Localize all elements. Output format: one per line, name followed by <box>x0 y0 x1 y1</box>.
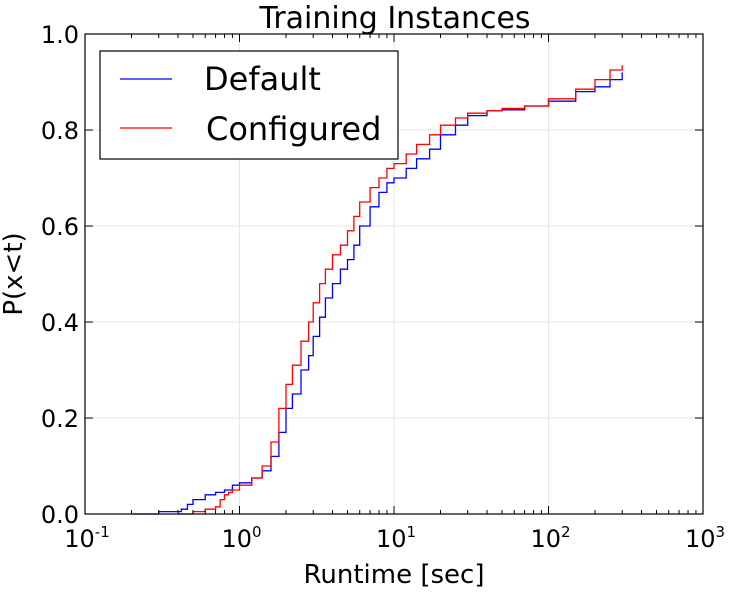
legend: Default Configured <box>99 50 399 160</box>
y-tick-label: 0.8 <box>41 117 79 145</box>
series-line-configured <box>178 65 623 515</box>
ticks: 0.0 0.2 0.4 0.6 0.8 1.0 10-1 100 101 102 103 <box>41 21 725 553</box>
y-tick-label: 0.2 <box>41 405 79 433</box>
series-group <box>131 65 623 515</box>
y-tick-label: 0.6 <box>41 213 79 241</box>
chart-title: Training Instances <box>258 1 530 36</box>
y-axis-label: P(x<t) <box>0 232 29 315</box>
x-tick-label: 102 <box>530 523 570 553</box>
y-tick-label: 1.0 <box>41 21 79 49</box>
x-tick-label: 103 <box>685 523 725 553</box>
legend-box <box>99 50 399 160</box>
x-tick-label: 10-1 <box>64 523 110 553</box>
y-tick-label: 0.0 <box>41 501 79 529</box>
legend-label-configured: Configured <box>206 110 381 148</box>
x-tick-label: 101 <box>376 523 416 553</box>
legend-label-default: Default <box>204 60 321 98</box>
y-tick-label: 0.4 <box>41 309 79 337</box>
x-tick-label: 100 <box>221 523 261 553</box>
x-axis-label: Runtime [sec] <box>304 560 485 590</box>
